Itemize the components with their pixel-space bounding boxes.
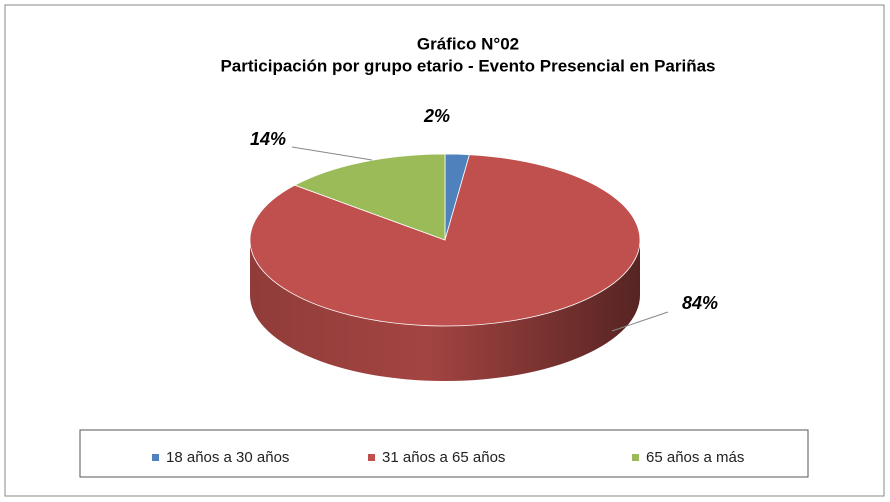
leader-line xyxy=(611,311,669,332)
leader-line xyxy=(291,146,373,161)
legend-label: 31 años a 65 años xyxy=(382,449,505,466)
legend: 18 años a 30 años 31 años a 65 años 65 año… xyxy=(152,449,744,466)
data-label: 84% xyxy=(682,293,718,313)
legend-label: 18 años a 30 años xyxy=(166,449,289,466)
legend-box xyxy=(79,429,809,478)
legend-marker xyxy=(368,454,375,461)
data-label: 2% xyxy=(423,106,450,126)
pie: 2% 84% 14% xyxy=(249,106,718,381)
chart-title: Gráfico N°02 xyxy=(417,34,519,53)
data-label: 14% xyxy=(250,129,286,149)
side-shade xyxy=(250,240,640,381)
legend-marker xyxy=(632,454,639,461)
legend-marker xyxy=(152,454,159,461)
legend-label: 65 años a más xyxy=(646,449,744,466)
chart-subtitle: Participación por grupo etario - Evento … xyxy=(220,56,715,75)
slice xyxy=(293,153,446,241)
